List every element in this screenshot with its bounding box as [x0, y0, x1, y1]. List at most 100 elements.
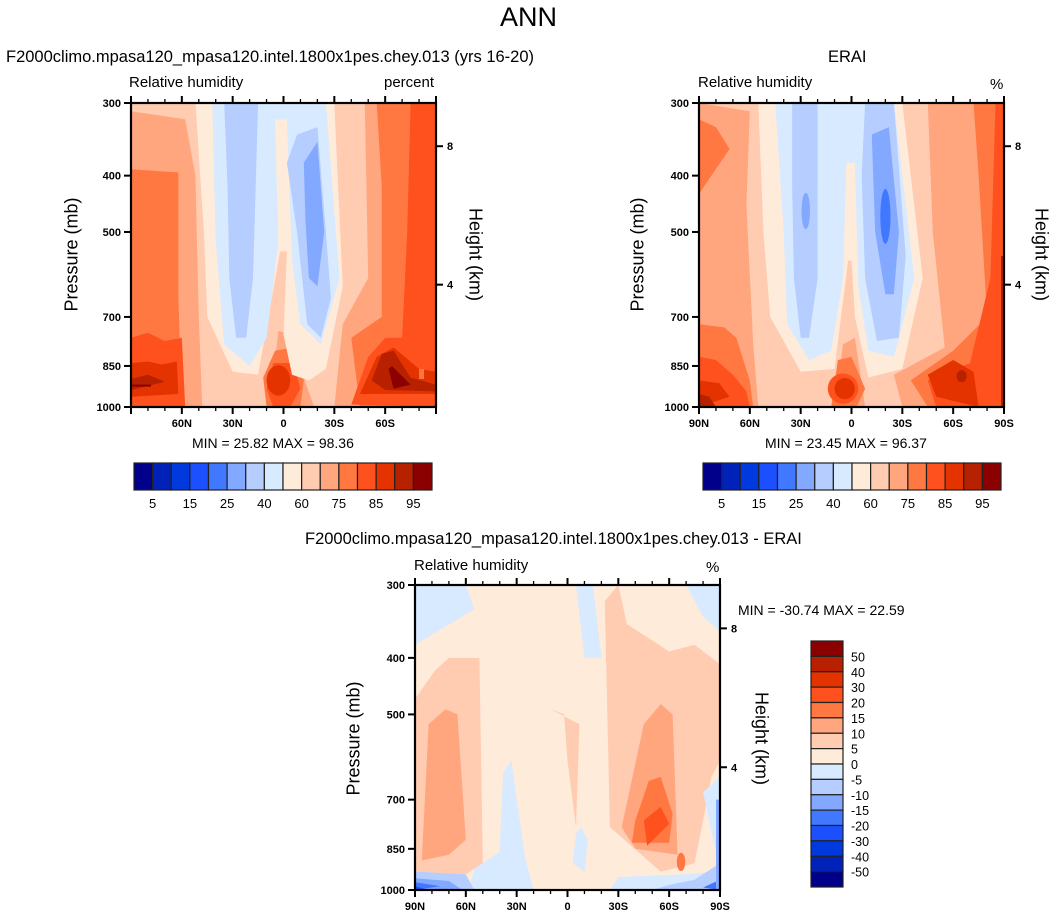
minmax-obs: MIN = 23.45 MAX = 96.37 [765, 435, 927, 451]
colorbar-swatch [810, 748, 844, 765]
colorbar-swatch [810, 855, 844, 873]
colorbar-swatch [810, 824, 844, 842]
nh-dry-40 [224, 103, 259, 338]
colorbar-swatch [810, 809, 844, 827]
colorbar-swatch [907, 462, 928, 491]
colorbar-swatch [795, 462, 816, 491]
colorbar-swatch [810, 778, 844, 796]
x-tick-label: 90N [405, 901, 425, 913]
colorbar-label: -15 [851, 804, 869, 818]
colorbar-label: 75 [332, 496, 346, 511]
height-tick-label: 4 [1015, 280, 1022, 292]
x-tick-label: 30S [325, 418, 345, 430]
colorbar-swatch [702, 462, 723, 491]
sh-band-85 [351, 103, 436, 407]
colorbar-label: -10 [851, 789, 869, 803]
nh-band-95 [699, 394, 716, 407]
y-tick-label: 500 [103, 227, 121, 239]
sh-diff-15-low [676, 852, 686, 872]
colorbar-swatch [263, 462, 284, 491]
colorbar-swatch [810, 671, 844, 688]
panel-title-diff: F2000climo.mpasa120_mpasa120.intel.1800x… [305, 530, 802, 548]
y-tick-label: 1000 [665, 402, 689, 414]
sh-band-85 [927, 103, 1004, 407]
sh-low-neg10 [652, 863, 720, 890]
colorbar-label: -50 [851, 866, 869, 880]
x-tick-label: 90S [994, 418, 1014, 430]
colorbar-swatch [301, 462, 321, 491]
y-tick-label: 700 [671, 312, 689, 324]
colorbar-swatch [810, 794, 844, 811]
colorbar-swatch [245, 462, 265, 491]
colorbar-label: 15 [752, 496, 766, 511]
colorbar-swatch [152, 462, 172, 491]
eq-lower-90 [834, 378, 855, 400]
colorbar-swatch [810, 655, 844, 673]
sh-max [388, 366, 411, 389]
contour-field-obs [699, 103, 1004, 407]
y-tick-label: 700 [387, 795, 405, 807]
colorbar-label: -30 [851, 835, 869, 849]
y-tick-label: 1000 [97, 402, 121, 414]
colorbar-label: 85 [938, 496, 952, 511]
colorbar-swatch [810, 763, 844, 780]
units-label-obs: % [990, 76, 1004, 93]
axes-diff: 90N 60N 30N 0 30S 60S 90S 300 400 500 700 850 1000 8 4 [381, 578, 738, 913]
colorbar-swatch [810, 871, 844, 888]
nh-sub-neg5 [469, 760, 534, 890]
colorbar-swatch [810, 686, 844, 704]
sh-dry-25 [880, 188, 891, 244]
colorbar-label: 60 [863, 496, 877, 511]
colorbar-swatch [944, 462, 965, 491]
y-tick-label: 1000 [381, 885, 405, 897]
colorbar-swatch [810, 840, 844, 857]
sh-spot [419, 368, 425, 379]
height-tick-label: 4 [731, 762, 738, 774]
colorbar-swatch [356, 462, 377, 491]
colorbar-swatch [758, 462, 779, 491]
colorbar-swatch [851, 462, 872, 491]
colorbar-swatch [888, 462, 909, 491]
colorbar-label: 60 [294, 496, 308, 511]
colorbar-label: 40 [851, 666, 865, 680]
figure-title: ANN [499, 2, 557, 32]
colorbar-swatch [226, 462, 247, 491]
y-tick-label: 700 [103, 312, 121, 324]
colorbar-swatch [981, 462, 1002, 491]
colorbar-model: 5 15 25 40 60 75 85 95 [133, 462, 433, 511]
sh-dry-30 [303, 141, 325, 287]
variable-label-diff: Relative humidity [414, 557, 529, 574]
x-tick-label: 60N [740, 418, 760, 430]
variable-label-model: Relative humidity [129, 74, 244, 91]
x-tick-label: 60N [172, 418, 192, 430]
panel-title-obs: ERAI [828, 48, 867, 66]
height-tick-label: 8 [447, 141, 453, 153]
x-tick-label: 90N [689, 418, 709, 430]
x-tick-label: 60N [456, 901, 476, 913]
y-tick-label: 850 [387, 844, 405, 856]
colorbar-swatch [925, 462, 946, 491]
sh-max [956, 370, 967, 383]
x-tick-label: 60S [375, 418, 395, 430]
colorbar-swatch [810, 701, 844, 719]
panel-title-model: F2000climo.mpasa120_mpasa120.intel.1800x… [6, 48, 535, 66]
eq-diff-5 [550, 709, 580, 828]
colorbar-label: -5 [851, 773, 862, 787]
y-tick-label: 400 [387, 653, 405, 665]
colorbar-swatch [832, 462, 853, 491]
units-label-model: percent [384, 74, 435, 91]
colorbar-label: 0 [851, 758, 858, 772]
y-tick-label: 300 [387, 580, 405, 592]
colorbar-label: 5 [718, 496, 725, 511]
x-tick-label: 60S [943, 418, 963, 430]
axes-model: 60N 30N 0 30S 60S 300 400 500 700 850 1000 8 4 [97, 96, 454, 430]
colorbar-swatch [189, 462, 210, 491]
colorbar-swatch [810, 732, 844, 750]
contour-field-diff [415, 585, 720, 890]
height-tick-label: 8 [731, 623, 737, 635]
colorbar-label: 50 [851, 650, 865, 664]
x-tick-label: 30S [893, 418, 913, 430]
minmax-model: MIN = 25.82 MAX = 98.36 [192, 435, 354, 451]
